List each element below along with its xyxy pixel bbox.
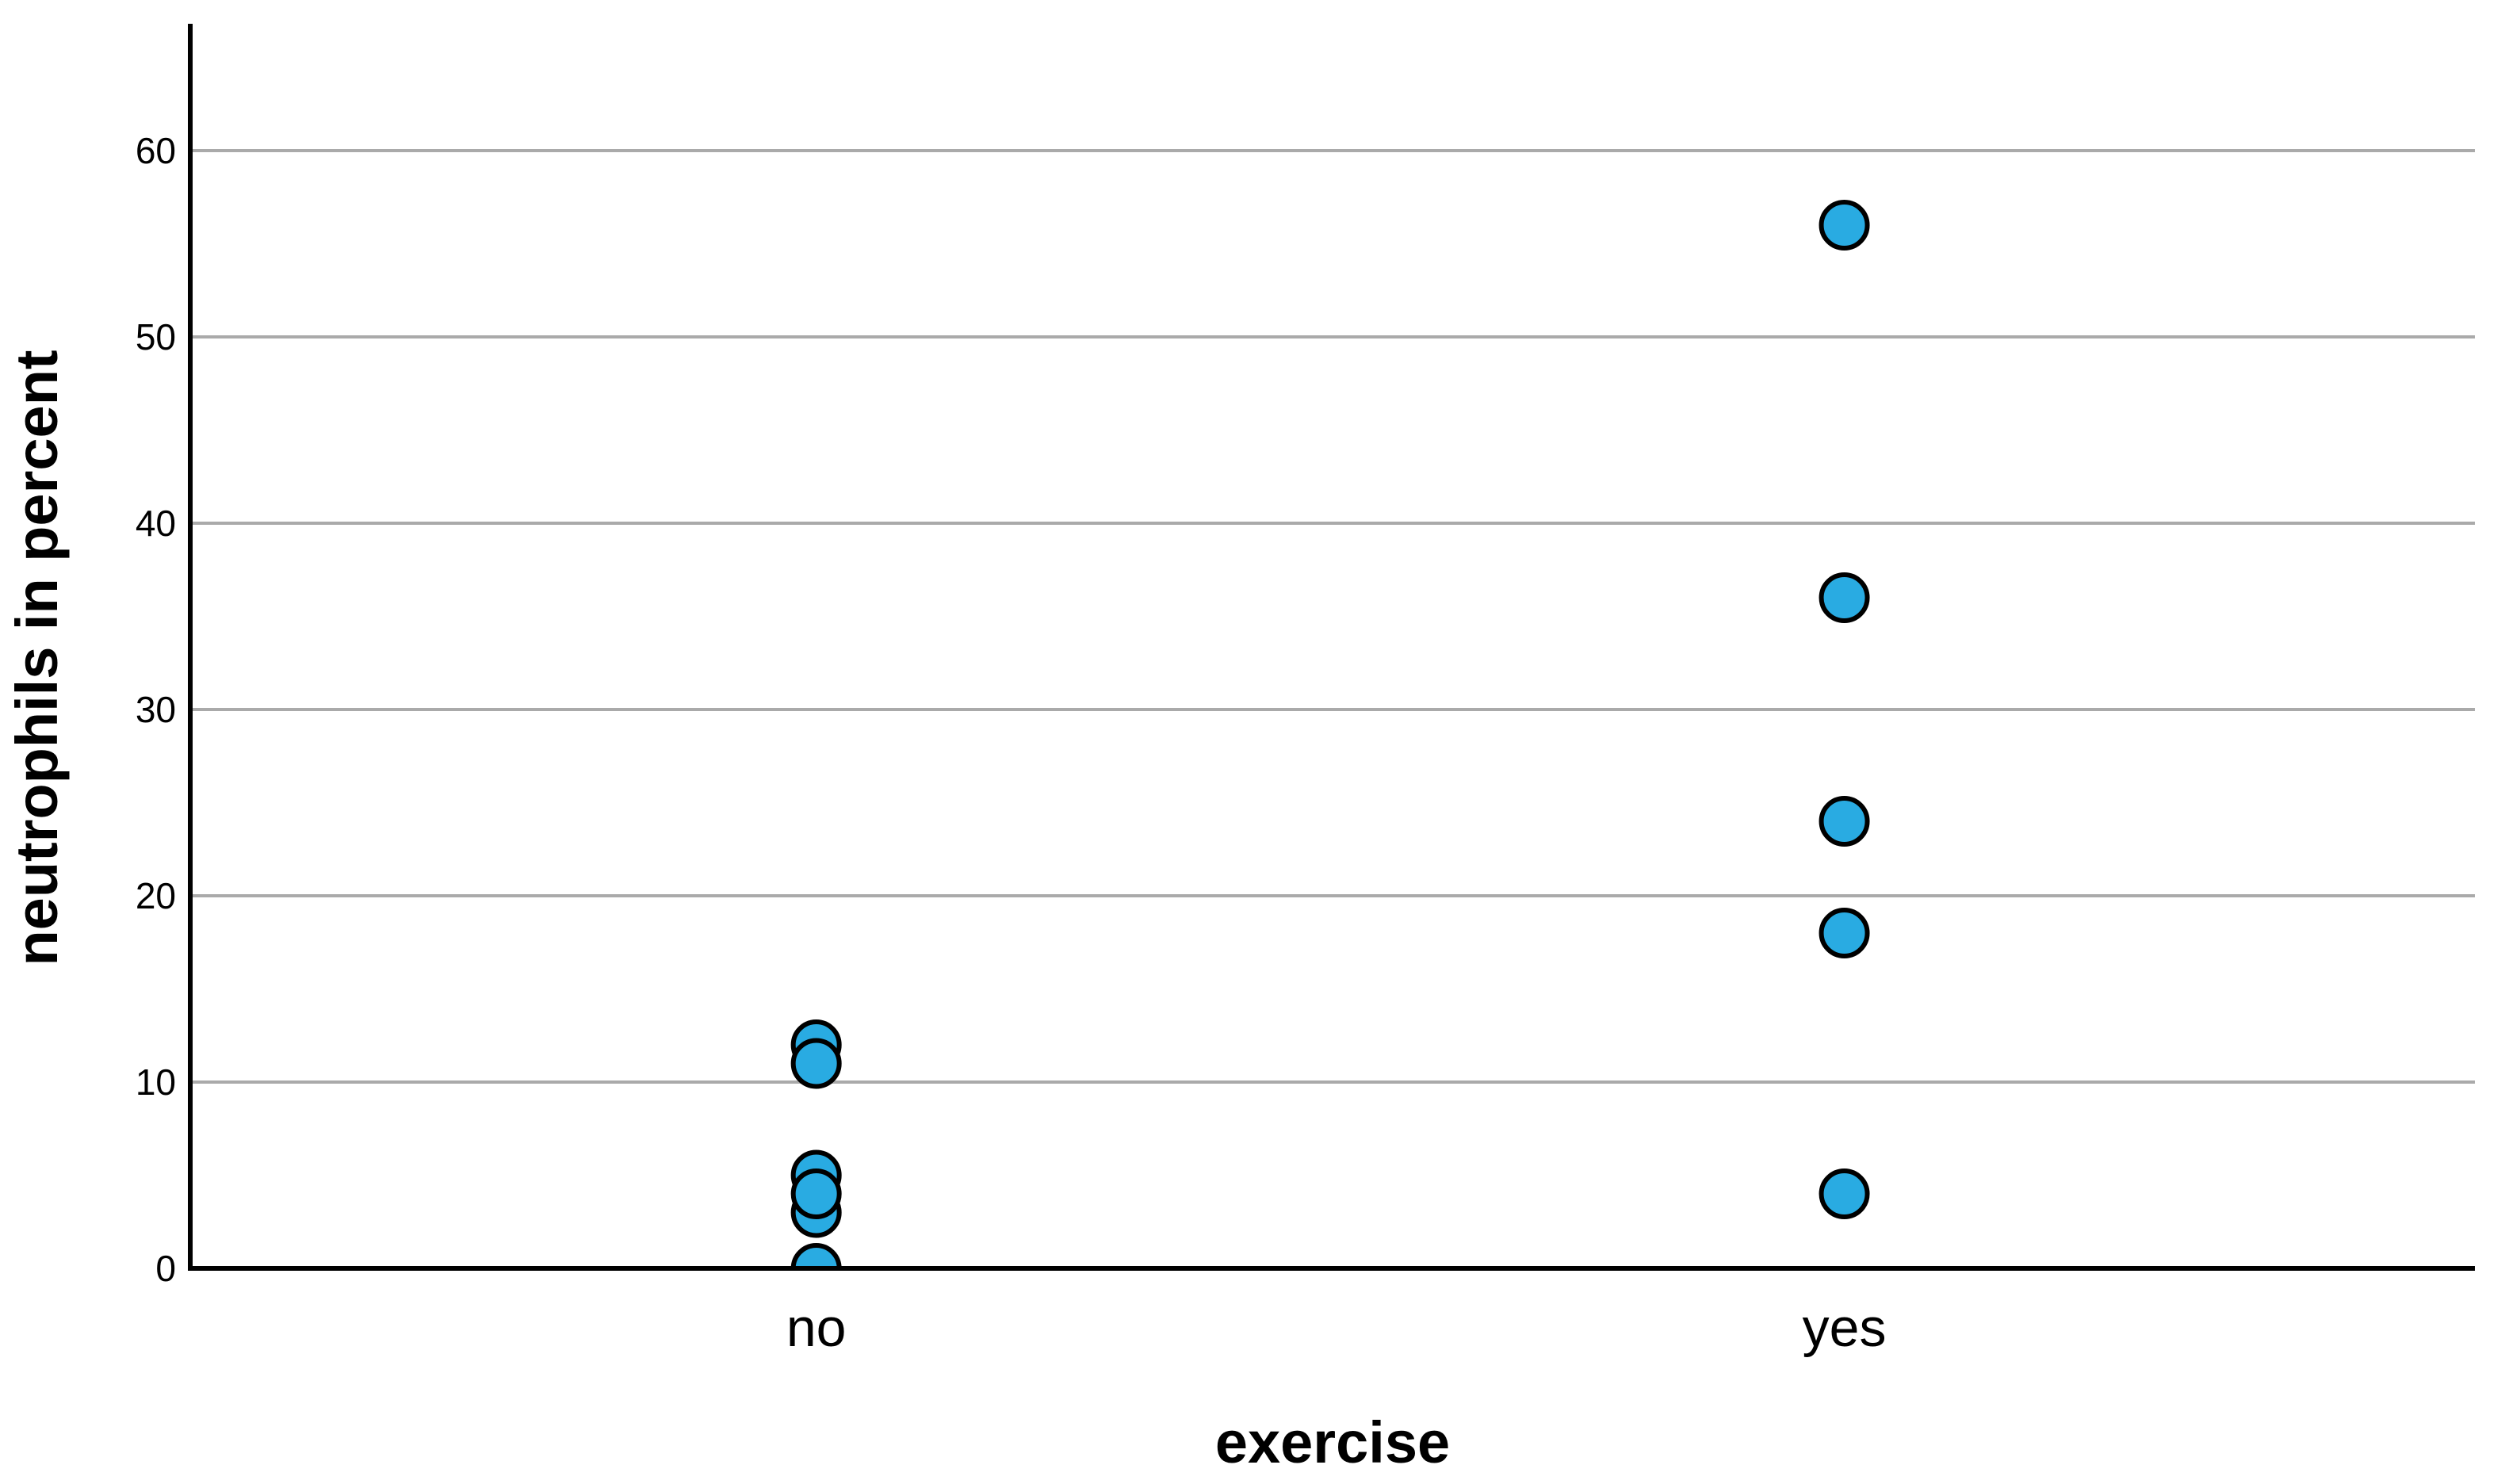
y-tick-label-60: 60: [136, 130, 176, 171]
y-tick-label-50: 50: [136, 316, 176, 358]
data-points: [790, 200, 1870, 1271]
y-axis-title: neutrophils in percent: [4, 350, 70, 966]
x-category-labels: no yes: [786, 1298, 1887, 1358]
data-point-yes-36[interactable]: [1819, 572, 1870, 623]
y-tick-label-20: 20: [136, 875, 176, 916]
gridlines: [190, 149, 2475, 1084]
y-tick-label-0: 0: [155, 1248, 176, 1289]
data-point-no-4[interactable]: [790, 1168, 842, 1219]
x-axis-title: exercise: [1215, 1409, 1450, 1475]
data-point-yes-56[interactable]: [1819, 200, 1870, 251]
y-tick-label-40: 40: [136, 503, 176, 544]
x-category-label-yes: yes: [1803, 1298, 1887, 1358]
data-point-yes-24[interactable]: [1819, 796, 1870, 847]
y-tick-label-10: 10: [136, 1061, 176, 1103]
data-point-yes-4[interactable]: [1819, 1168, 1870, 1219]
y-tick-labels: 0 10 20 30 40 50 60: [136, 130, 176, 1289]
data-point-no-11[interactable]: [790, 1038, 842, 1089]
data-point-yes-18[interactable]: [1819, 908, 1870, 958]
y-tick-label-30: 30: [136, 689, 176, 730]
x-category-label-no: no: [786, 1298, 847, 1358]
